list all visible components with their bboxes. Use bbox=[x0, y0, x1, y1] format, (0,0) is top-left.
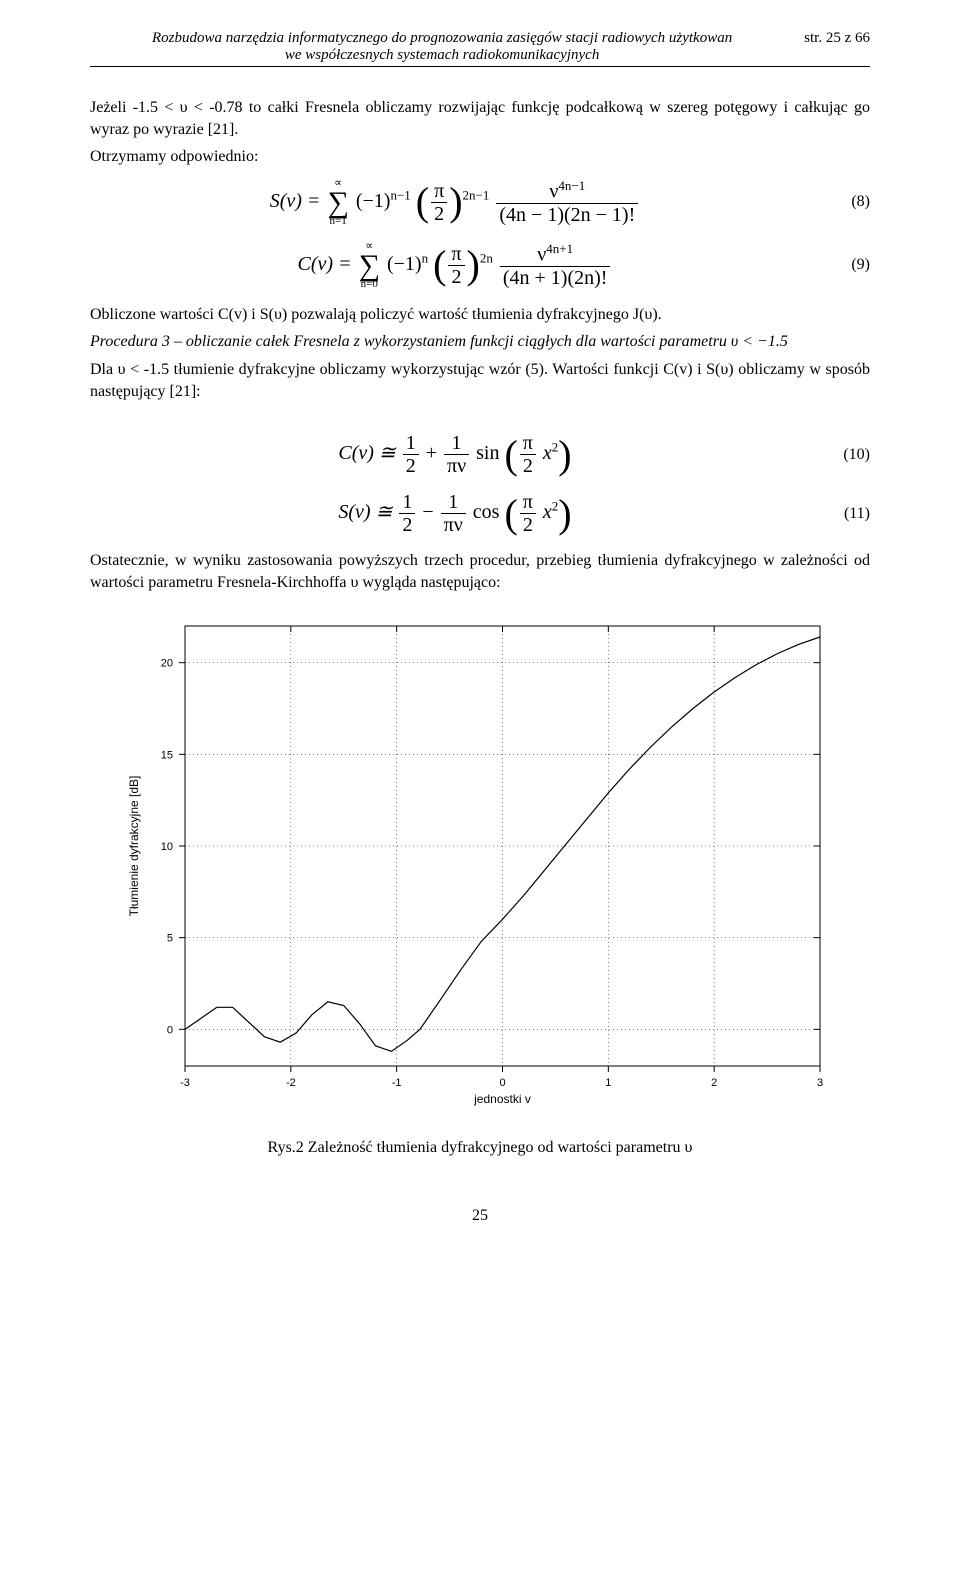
svg-text:2: 2 bbox=[711, 1077, 717, 1089]
eq8-pi-over-2: π 2 bbox=[431, 180, 447, 225]
eq10-one-over-piv: 1 πν bbox=[444, 432, 469, 477]
svg-text:5: 5 bbox=[167, 933, 173, 945]
paragraph-2: Otrzymamy odpowiednio: bbox=[90, 146, 870, 168]
svg-text:3: 3 bbox=[817, 1077, 823, 1089]
eq10-arg-frac: π 2 bbox=[520, 432, 536, 477]
header-title: Rozbudowa narzędzia informatycznego do p… bbox=[90, 30, 804, 64]
eq11-half: 1 2 bbox=[399, 491, 415, 536]
eq8-sum: ∝ ∑ n=1 bbox=[327, 178, 348, 227]
eq11-arg-frac: π 2 bbox=[520, 491, 536, 536]
eq9-pi-over-2: π 2 bbox=[448, 243, 464, 288]
paragraph-5: Dla υ < -1.5 tłumienie dyfrakcyjne oblic… bbox=[90, 359, 870, 402]
header-title-line2: we współczesnych systemach radiokomunika… bbox=[285, 47, 600, 63]
svg-text:0: 0 bbox=[167, 1025, 173, 1037]
figure-2-caption: Rys.2 Zależność tłumienia dyfrakcyjnego … bbox=[90, 1139, 870, 1157]
equation-9: C(ν) = ∝ ∑ n=0 (−1)n ( π 2 )2n ν4n+1 (4n… bbox=[90, 241, 870, 290]
eq8-main-frac: ν4n−1 (4n − 1)(2n − 1)! bbox=[496, 179, 638, 226]
eq10-half: 1 2 bbox=[403, 432, 419, 477]
svg-text:-1: -1 bbox=[392, 1077, 402, 1089]
paragraph-1: Jeżeli -1.5 < υ < -0.78 to całki Fresnel… bbox=[90, 97, 870, 140]
eq9-number: (9) bbox=[820, 256, 870, 274]
svg-text:Tłumienie dyfrakcyjne [dB]: Tłumienie dyfrakcyjne [dB] bbox=[127, 776, 141, 917]
eq11-one-over-piv: 1 πν bbox=[441, 491, 466, 536]
page-header: Rozbudowa narzędzia informatycznego do p… bbox=[90, 30, 870, 67]
svg-text:1: 1 bbox=[605, 1077, 611, 1089]
eq10-number: (10) bbox=[820, 446, 870, 464]
figure-2: -3 -2 -1 0 1 2 3 0 5 10 15 20 jednostki v Tłumienie d… bbox=[90, 611, 870, 1111]
eq10-lhs: C(ν) ≅ bbox=[338, 442, 395, 464]
svg-text:0: 0 bbox=[499, 1077, 505, 1089]
eq11-lhs: S(ν) ≅ bbox=[338, 501, 392, 523]
equation-10: C(ν) ≅ 1 2 + 1 πν sin ( π 2 x2) (10) bbox=[90, 432, 870, 477]
eq9-lhs: C(ν) = bbox=[298, 253, 352, 275]
page-number: 25 bbox=[90, 1207, 870, 1225]
paragraph-3: Obliczone wartości C(v) i S(υ) pozwalają… bbox=[90, 304, 870, 326]
svg-text:jednostki v: jednostki v bbox=[473, 1092, 531, 1106]
svg-text:-3: -3 bbox=[180, 1077, 190, 1089]
svg-text:10: 10 bbox=[161, 841, 173, 853]
eq8-number: (8) bbox=[820, 193, 870, 211]
header-title-line1: Rozbudowa narzędzia informatycznego do p… bbox=[152, 30, 732, 46]
svg-text:20: 20 bbox=[161, 658, 173, 670]
paragraph-6: Ostatecznie, w wyniku zastosowania powyż… bbox=[90, 550, 870, 593]
svg-text:-2: -2 bbox=[286, 1077, 296, 1089]
eq8-minus1: (−1) bbox=[356, 190, 391, 212]
eq9-sum: ∝ ∑ n=0 bbox=[359, 241, 380, 290]
svg-text:15: 15 bbox=[161, 750, 173, 762]
eq8-lhs: S(ν) = bbox=[270, 190, 321, 212]
diffraction-chart: -3 -2 -1 0 1 2 3 0 5 10 15 20 jednostki v Tłumienie d… bbox=[120, 611, 840, 1111]
header-page-marker: str. 25 z 66 bbox=[804, 30, 870, 64]
eq9-minus1: (−1) bbox=[387, 253, 422, 275]
eq11-number: (11) bbox=[820, 505, 870, 523]
equation-8: S(ν) = ∝ ∑ n=1 (−1)n−1 ( π 2 )2n−1 ν4n−1… bbox=[90, 178, 870, 227]
eq9-main-frac: ν4n+1 (4n + 1)(2n)! bbox=[500, 242, 611, 289]
equation-11: S(ν) ≅ 1 2 − 1 πν cos ( π 2 x2) (11) bbox=[90, 491, 870, 536]
paragraph-4: Procedura 3 – obliczanie całek Fresnela … bbox=[90, 331, 870, 353]
